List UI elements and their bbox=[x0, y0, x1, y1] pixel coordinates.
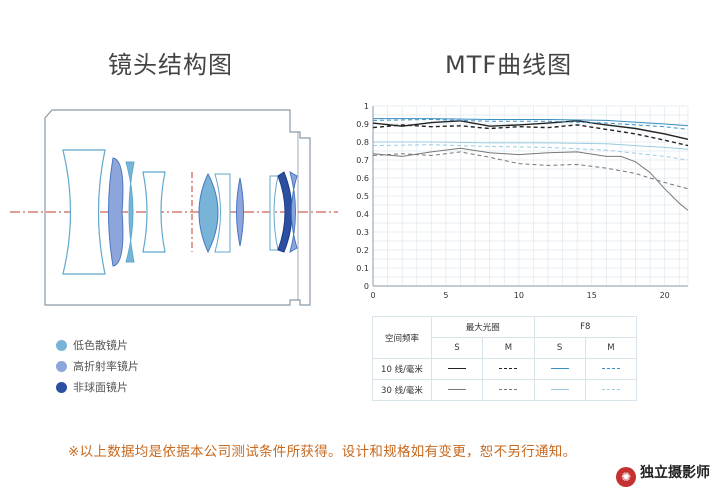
swatch-cell bbox=[482, 358, 535, 380]
legend-label: 低色散镜片 bbox=[73, 339, 128, 352]
x-tick-label: 15 bbox=[587, 291, 597, 300]
mtf-series-line-4 bbox=[372, 151, 689, 190]
swatch-cell bbox=[584, 358, 638, 380]
swatch-cell bbox=[482, 379, 535, 401]
y-tick-label: 0 bbox=[364, 282, 369, 291]
lens-element-9 bbox=[277, 171, 293, 253]
lens-element-10 bbox=[289, 170, 298, 254]
lens-element-3 bbox=[125, 161, 135, 263]
swatch-cell bbox=[533, 358, 586, 380]
x-tick-label: 5 bbox=[443, 291, 448, 300]
y-tick-label: 1 bbox=[364, 102, 369, 111]
line-swatch bbox=[448, 368, 467, 369]
y-tick-label: 0.5 bbox=[356, 192, 369, 201]
row-label-30: 30 线/毫米 bbox=[372, 379, 432, 401]
line-swatch bbox=[499, 389, 518, 390]
row-label-10: 10 线/毫米 bbox=[372, 358, 432, 380]
mtf-series-line-2 bbox=[372, 124, 689, 147]
lens-element-6 bbox=[214, 173, 231, 253]
mtf-title: MTF曲线图 bbox=[445, 51, 573, 79]
swatch-cell bbox=[584, 379, 638, 401]
line-swatch bbox=[550, 389, 569, 390]
legend-low-dispersion: 低色散镜片 bbox=[56, 337, 128, 353]
sub-header-s: S bbox=[533, 337, 586, 359]
line-swatch bbox=[499, 368, 518, 369]
mtf-series-line-5 bbox=[373, 118, 689, 127]
legend-aspherical: 非球面镜片 bbox=[56, 379, 128, 395]
sub-header-m: M bbox=[482, 337, 535, 359]
mtf-series-line-7 bbox=[373, 141, 689, 150]
mtf-series-line-3 bbox=[372, 147, 689, 211]
group-header-f8: F8 bbox=[533, 316, 637, 338]
y-tick-label: 0.4 bbox=[356, 210, 369, 219]
y-tick-label: 0.3 bbox=[356, 228, 369, 237]
y-tick-label: 0.8 bbox=[356, 138, 369, 147]
y-tick-label: 0.7 bbox=[356, 156, 369, 165]
group-header-max-aperture: 最大光圈 bbox=[431, 316, 535, 338]
disclaimer-text: ※以上数据均是依据本公司测试条件所获得。设计和规格如有变更，恕不另行通知。 bbox=[68, 444, 577, 460]
lens-element-7 bbox=[236, 177, 244, 247]
y-tick-label: 0.1 bbox=[356, 264, 369, 273]
mtf-series-line-8 bbox=[372, 144, 689, 161]
watermark-logo-icon: ✺ bbox=[616, 467, 636, 487]
x-tick-label: 20 bbox=[660, 291, 670, 300]
low-dispersion-dot-icon bbox=[56, 340, 67, 351]
structure-title: 镜头结构图 bbox=[108, 51, 233, 79]
watermark-text: 独立摄影师 bbox=[640, 465, 710, 481]
y-tick-label: 0.9 bbox=[356, 120, 369, 129]
watermark: ✺ 独立摄影师 bbox=[616, 462, 710, 487]
mtf-series-line-6 bbox=[372, 118, 689, 130]
swatch-cell bbox=[533, 379, 586, 401]
swatch-cell bbox=[430, 379, 484, 401]
line-swatch bbox=[601, 389, 620, 390]
swatch-cell bbox=[430, 358, 484, 380]
row-header-cell: 空间频率 bbox=[372, 316, 432, 359]
legend-label: 非球面镜片 bbox=[73, 381, 128, 394]
x-tick-label: 0 bbox=[370, 291, 375, 300]
mtf-legend-table: 空间频率 最大光圈 F8 S M S M 10 线/毫米 30 线/毫米 bbox=[372, 316, 638, 401]
mtf-series-line-1 bbox=[372, 120, 689, 140]
sub-header-m: M bbox=[584, 337, 638, 359]
line-swatch bbox=[448, 389, 467, 390]
lens-barrel-outline bbox=[44, 109, 311, 306]
line-swatch bbox=[601, 368, 620, 369]
legend-label: 高折射率镜片 bbox=[73, 360, 139, 373]
sub-header-s: S bbox=[430, 337, 484, 359]
lens-element-2 bbox=[108, 157, 124, 267]
lens-element-4 bbox=[142, 171, 166, 253]
lens-element-5 bbox=[198, 172, 219, 254]
line-swatch bbox=[550, 368, 569, 369]
legend-high-refraction: 高折射率镜片 bbox=[56, 358, 139, 374]
y-tick-label: 0.6 bbox=[356, 174, 369, 183]
y-tick-label: 0.2 bbox=[356, 246, 369, 255]
high-refraction-dot-icon bbox=[56, 361, 67, 372]
aspherical-dot-icon bbox=[56, 382, 67, 393]
lens-element-1 bbox=[62, 149, 106, 275]
x-tick-label: 10 bbox=[514, 291, 524, 300]
